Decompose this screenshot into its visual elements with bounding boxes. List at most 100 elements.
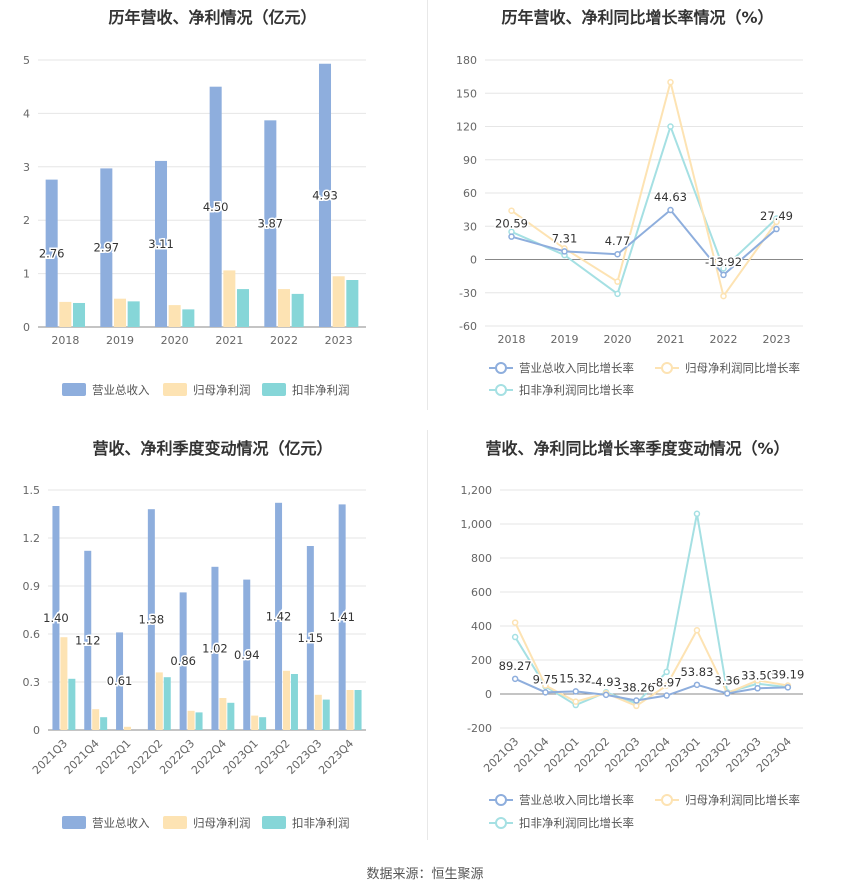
bar xyxy=(147,509,155,730)
bar xyxy=(211,566,219,730)
bar xyxy=(116,632,124,730)
bar xyxy=(127,301,140,327)
chart-title: 营收、净利季度变动情况（亿元） xyxy=(92,439,333,458)
series-line xyxy=(510,81,778,299)
y-tick-label: 0 xyxy=(470,254,477,267)
data-label: 1.40 xyxy=(43,611,69,625)
y-tick-label: 30 xyxy=(463,220,477,233)
data-point xyxy=(542,682,549,689)
y-tick-label: 0 xyxy=(23,321,30,334)
bar xyxy=(124,726,131,730)
data-label: 4.50 xyxy=(203,200,229,214)
legend-swatch xyxy=(163,383,187,396)
legend-label: 营业总收入 xyxy=(92,816,150,830)
y-tick-label: 150 xyxy=(456,87,477,100)
data-label: 1.42 xyxy=(266,609,292,623)
bar xyxy=(45,179,58,327)
data-label: -8.97 xyxy=(652,676,682,690)
data-point xyxy=(614,278,621,285)
data-label: 4.77 xyxy=(605,234,631,248)
chart-annual-growth: 历年营收、净利同比增长率情况（%） -60 -30 0 30 60 90 120 150 180… xyxy=(425,0,850,410)
data-label: 33.50 xyxy=(741,668,774,682)
y-tick-label: 0.6 xyxy=(23,628,41,641)
data-label: 1.02 xyxy=(202,641,228,655)
chart-title: 历年营收、净利情况（亿元） xyxy=(108,8,317,27)
bar xyxy=(346,280,359,327)
data-point xyxy=(693,681,701,689)
bar xyxy=(306,546,314,730)
y-tick-label: 3 xyxy=(23,161,30,174)
data-point xyxy=(572,688,579,695)
data-label: 3.87 xyxy=(258,217,284,231)
x-tick-label: 2020 xyxy=(161,334,189,347)
y-tick-label: -30 xyxy=(459,287,477,300)
bar xyxy=(195,712,203,730)
chart-plot: -20002004006008001,0001,2002021Q32021Q42… xyxy=(461,484,806,830)
legend-label: 扣非净利润同比增长率 xyxy=(519,383,634,397)
legend-label: 扣非净利润同比增长率 xyxy=(519,816,634,830)
x-tick-label: 2022 xyxy=(270,334,298,347)
bar xyxy=(318,63,332,327)
data-point xyxy=(614,290,621,298)
data-point xyxy=(693,510,701,518)
data-label: 0.94 xyxy=(234,648,260,662)
data-point xyxy=(542,689,549,696)
y-tick-label: 0.3 xyxy=(23,676,41,689)
series-line xyxy=(514,677,788,702)
y-tick-label: 60 xyxy=(463,187,477,200)
data-point xyxy=(724,690,731,697)
panel-divider xyxy=(427,430,428,840)
bar xyxy=(322,699,330,730)
bar xyxy=(179,592,187,730)
y-tick-label: 600 xyxy=(471,586,492,599)
series-line xyxy=(511,208,778,277)
data-point xyxy=(663,668,670,676)
data-point xyxy=(720,265,727,272)
legend-marker xyxy=(495,362,507,374)
data-point xyxy=(511,619,519,626)
bar xyxy=(219,698,227,730)
bar xyxy=(236,289,250,327)
y-tick-label: 800 xyxy=(471,552,492,565)
data-point xyxy=(602,691,610,699)
bar xyxy=(209,86,222,327)
chart-quarterly-growth: 营收、净利同比增长率季度变动情况（%） -200 0 200 400 600 800 1,0… xyxy=(425,425,850,855)
bar xyxy=(60,637,68,730)
data-label: -13.92 xyxy=(705,255,742,269)
legend-swatch xyxy=(62,383,86,396)
x-tick-label: 2023 xyxy=(763,333,791,346)
bar xyxy=(100,717,108,730)
data-point xyxy=(511,633,519,641)
series-line xyxy=(514,622,789,708)
x-tick-label: 2018 xyxy=(498,333,526,346)
y-tick-label: 5 xyxy=(23,54,30,67)
y-tick-label: 0 xyxy=(485,688,492,701)
data-point xyxy=(754,677,761,684)
data-label: 1.38 xyxy=(139,613,165,627)
legend-swatch xyxy=(262,383,286,396)
data-label: 0.86 xyxy=(170,654,196,668)
data-label: 0.61 xyxy=(107,674,133,688)
data-label: 7.31 xyxy=(552,231,578,245)
legend-label: 归母净利润 xyxy=(193,816,251,830)
legend-label: 扣非净利润 xyxy=(292,816,350,830)
data-point xyxy=(754,685,761,692)
legend-marker xyxy=(495,817,507,829)
bar xyxy=(290,674,298,730)
x-tick-label: 2018 xyxy=(51,334,79,347)
y-tick-label: 400 xyxy=(471,620,492,633)
data-point xyxy=(720,292,727,300)
data-label: 89.27 xyxy=(499,659,532,673)
data-point xyxy=(667,123,674,130)
panel-divider xyxy=(427,0,428,410)
data-label: 1.12 xyxy=(75,633,101,647)
bar xyxy=(100,168,113,327)
x-tick-label: 2022 xyxy=(710,333,738,346)
chart-annual-values: 历年营收、净利情况（亿元） 0 1 2 3 4 5 2018 2019 2020 2021 2022… xyxy=(0,0,425,410)
series-line xyxy=(514,513,788,707)
legend-label: 扣非净利润 xyxy=(292,383,350,397)
chart-plot: -60 -30 0 30 60 90 120 150 180 2018 2019 2020 2021 20… xyxy=(456,54,803,397)
y-tick-label: 1,200 xyxy=(461,484,493,497)
bar xyxy=(59,301,72,327)
chart-plot: 0 1 2 3 4 5 2018 2019 2020 2021 2022 2023 2.76 2.97 3.… xyxy=(23,54,366,397)
